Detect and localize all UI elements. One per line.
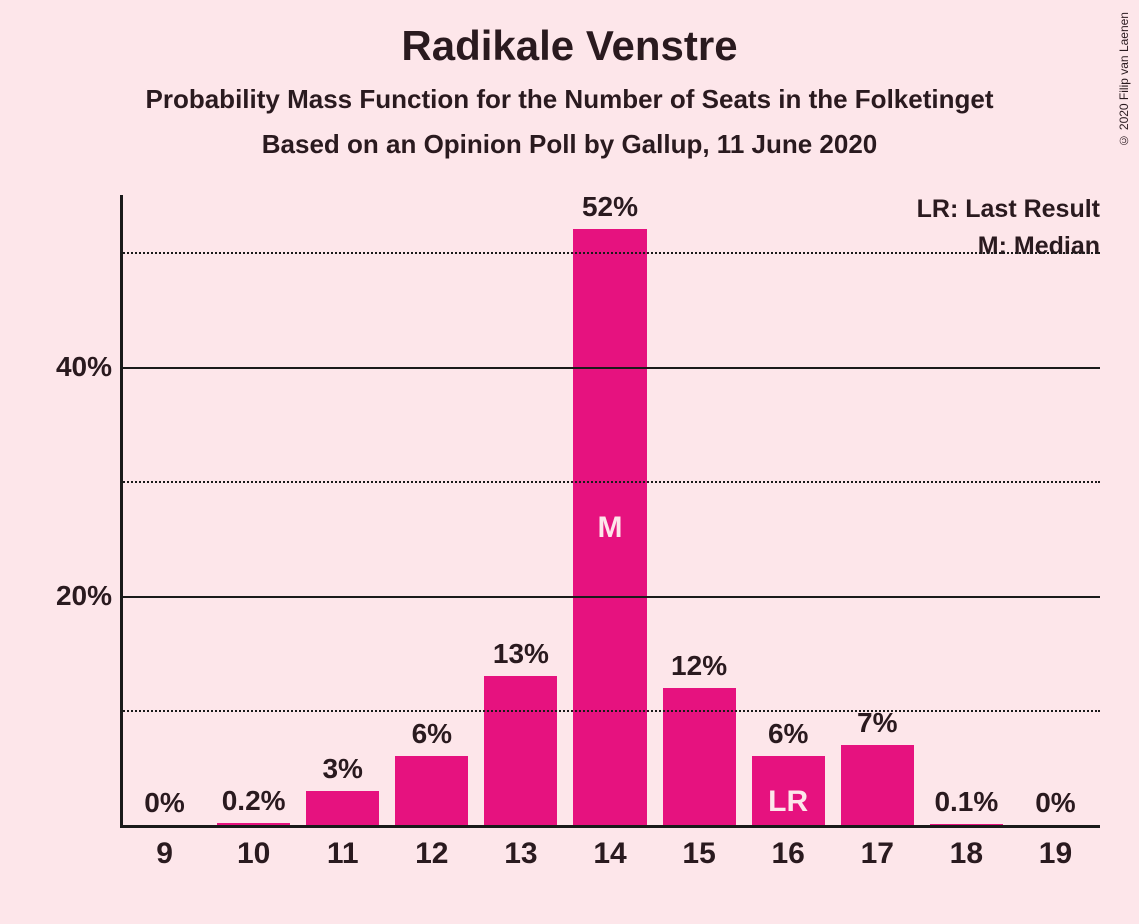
gridline — [120, 367, 1100, 369]
bar — [484, 676, 557, 825]
bar — [217, 823, 290, 825]
x-tick-label: 11 — [327, 837, 359, 871]
bar-value-label: 0% — [1035, 787, 1075, 819]
chart-title: Radikale Venstre — [0, 0, 1139, 70]
x-tick-label: 19 — [1039, 837, 1072, 871]
bar-value-label: 0.1% — [934, 786, 998, 818]
bar — [306, 791, 379, 825]
copyright-text: © 2020 Filip van Laenen — [1117, 12, 1131, 147]
bar-value-label: 0.2% — [222, 785, 286, 817]
x-tick-label: 10 — [237, 837, 270, 871]
gridline — [120, 710, 1100, 712]
x-tick-label: 9 — [156, 837, 173, 871]
chart-subtitle-2: Based on an Opinion Poll by Gallup, 11 J… — [0, 129, 1139, 160]
x-tick-label: 15 — [682, 837, 715, 871]
bar — [841, 745, 914, 825]
bar-value-label: 3% — [322, 753, 362, 785]
bar-value-label: 12% — [671, 650, 727, 682]
x-tick-label: 16 — [771, 837, 804, 871]
bar — [663, 688, 736, 825]
x-tick-label: 12 — [415, 837, 448, 871]
bar-value-label: 52% — [582, 191, 638, 223]
y-tick-label: 40% — [40, 351, 112, 383]
plot-area: 0%0.2%3%6%13%52%12%6%7%0.1%0%MLR — [120, 195, 1100, 825]
bar-value-label: 0% — [144, 787, 184, 819]
bar-value-label: 6% — [768, 718, 808, 750]
x-axis — [120, 825, 1100, 828]
gridline — [120, 596, 1100, 598]
y-tick-label: 20% — [40, 580, 112, 612]
bar-value-label: 13% — [493, 638, 549, 670]
bar — [395, 756, 468, 825]
gridline — [120, 481, 1100, 483]
chart-subtitle-1: Probability Mass Function for the Number… — [0, 84, 1139, 115]
last-result-marker: LR — [768, 785, 808, 819]
x-tick-label: 14 — [593, 837, 626, 871]
median-marker: M — [598, 511, 623, 545]
bar — [930, 824, 1003, 825]
bar-value-label: 6% — [412, 718, 452, 750]
x-tick-label: 18 — [950, 837, 983, 871]
pmf-bar-chart: LR: Last Result M: Median 0%0.2%3%6%13%5… — [40, 195, 1110, 885]
x-tick-label: 13 — [504, 837, 537, 871]
x-tick-label: 17 — [861, 837, 894, 871]
gridline — [120, 252, 1100, 254]
